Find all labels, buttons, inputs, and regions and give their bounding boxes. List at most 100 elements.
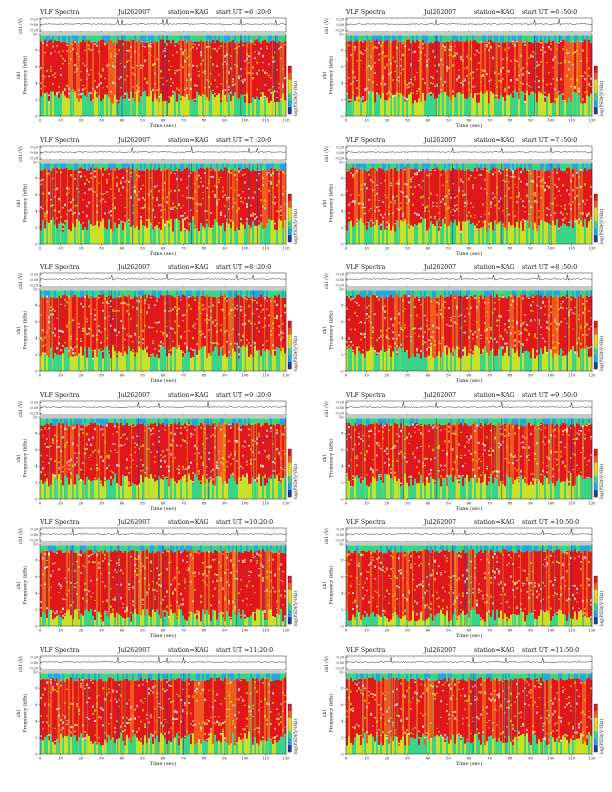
spec-emission-cell [154,296,157,357]
spec-low-band-cell [250,354,253,371]
spec-speckle [492,311,494,314]
spec-emission-cell [368,296,371,351]
spec-speckle [58,197,60,199]
spec-speckle [268,189,270,192]
colorbar-segment [594,214,598,222]
spec-top-band-cell [404,35,407,42]
spec-low-band-cell [56,354,59,371]
panel-start-time: start UT =8 :20:0 [216,264,272,271]
spec-low-band-cell [102,217,105,244]
spec-speckle [156,98,158,101]
spec-top-band-cell [134,35,137,42]
spec-low-band-cell [178,93,181,116]
spec-emission-cell [50,297,53,348]
spec-top-band-cell [364,290,367,298]
spec-speckle [470,174,472,176]
x-tick-label: 110 [568,246,576,250]
spec-speckle [536,184,538,186]
spec-speckle [346,307,348,310]
spec-speckle [502,222,504,225]
spec-speckle [506,70,508,72]
spec-speckle [168,220,170,221]
spec-speckle [486,44,488,46]
spec-speckle [536,200,538,203]
spec-emission-cell [116,296,119,358]
spec-low-band-cell [570,102,573,116]
spec-speckle [72,89,74,91]
spec-speckle [210,310,212,312]
spec-top-band-cell [530,35,533,43]
spec-speckle [458,347,460,349]
spec-low-band-cell [582,226,585,244]
spec-speckle [182,320,184,322]
spec-speckle [276,91,278,93]
spec-speckle [460,58,462,61]
spec-emission-cell [86,169,89,230]
spec-top-band-cell [226,35,229,42]
spec-low-band-cell [240,347,243,371]
spec-speckle [570,309,572,311]
spec-speckle [90,172,92,174]
spec-speckle [364,89,366,91]
spec-emission-cell [562,40,565,102]
spec-speckle [168,220,170,224]
x-tick-label: 80 [202,246,207,250]
spec-top-band-cell [72,290,75,297]
spec-low-band-cell [518,99,521,116]
spec-speckle [98,73,100,75]
spec-speckle [268,171,270,173]
spec-top-band-cell [246,35,249,42]
spec-low-band-cell [432,223,435,244]
spec-top-band-cell [498,290,501,298]
spec-top-band-cell [282,162,285,169]
spec-speckle [554,98,556,100]
spec-low-band-cell [474,224,477,244]
spec-low-band-cell [378,94,381,116]
spec-top-band-cell [582,162,585,171]
spec-top-band-cell [552,35,555,41]
spec-speckle [98,182,100,184]
spec-top-band-cell [484,290,487,296]
spec-top-band-cell [582,35,585,43]
spec-speckle [158,321,160,324]
spec-speckle [134,74,136,76]
spec-speckle [164,302,166,305]
spec-speckle [570,308,572,310]
spec-emission-cell [214,297,217,347]
spec-speckle [444,46,446,49]
spec-top-band-cell [130,35,133,40]
spec-speckle [44,352,46,355]
spec-speckle [214,195,216,198]
spec-emission-cell [582,42,585,104]
spec-speckle [272,201,274,203]
spec-emission-cell [270,167,273,220]
spec-top-gap [40,161,286,163]
spec-low-band-cell [446,355,449,371]
spec-speckle [452,90,454,93]
spec-speckle [70,58,72,60]
spec-speckle [384,179,386,181]
spec-low-band-cell [142,224,145,244]
spec-low-band-cell [212,226,215,244]
spec-speckle [490,45,492,48]
spec-top-band-cell [124,162,127,169]
spec-speckle [412,92,414,94]
spec-speckle [264,203,266,205]
spec-top-band-cell [414,35,417,43]
spec-speckle [570,207,572,210]
spec-speckle [402,212,404,215]
spec-speckle [528,200,530,202]
spec-emission-cell [172,40,175,95]
spec-emission-cell [466,295,469,357]
spec-low-band-cell [88,91,91,116]
spec-low-band-cell [284,219,287,244]
spec-speckle [482,167,484,170]
spec-emission-cell [106,43,109,95]
spec-emission-cell [148,42,151,97]
spec-top-band-cell [52,35,55,44]
x-tick-label: 30 [99,246,104,250]
spec-speckle [284,203,286,205]
spec-speckle [56,45,58,47]
spec-top-band-cell [426,290,429,296]
spec-top-band-cell [580,290,583,295]
